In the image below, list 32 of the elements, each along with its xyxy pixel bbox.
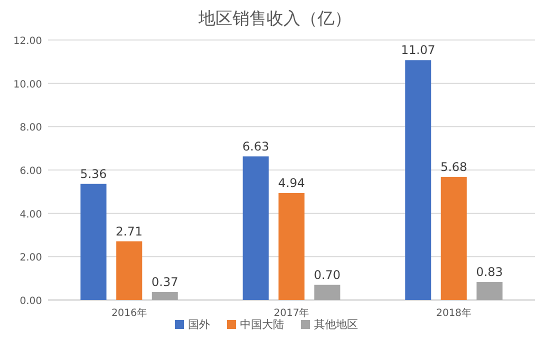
x-tick-label: 2017年 [274, 307, 310, 319]
bar [440, 176, 467, 300]
data-label: 0.83 [476, 265, 503, 280]
legend-label: 中国大陆 [240, 318, 284, 331]
bar [152, 292, 178, 300]
data-label: 5.36 [80, 166, 107, 181]
y-tick-label: 6.00 [20, 166, 42, 177]
data-label: 6.63 [242, 139, 270, 154]
bar [476, 282, 503, 300]
legend-label: 其他地区 [314, 318, 358, 331]
data-label: 11.07 [400, 43, 436, 58]
y-tick-label: 2.00 [20, 252, 42, 264]
bar [116, 241, 142, 300]
bar [405, 60, 432, 300]
bar [80, 184, 106, 300]
y-tick-label: 12.00 [13, 36, 42, 47]
legend-label: 国外 [188, 318, 210, 331]
data-label: 4.94 [278, 176, 305, 190]
x-tick-label: 2018年 [436, 307, 472, 319]
data-label: 0.37 [152, 274, 178, 289]
bar [314, 284, 340, 300]
y-tick-label: 4.00 [20, 209, 42, 220]
x-tick-label: 2016年 [111, 307, 147, 319]
y-tick-label: 8.00 [20, 122, 42, 134]
bar [278, 192, 304, 300]
data-label: 2.71 [116, 224, 143, 238]
chart-title: 地区销售收入（亿） [198, 9, 352, 29]
y-tick-label: 10.00 [13, 79, 42, 90]
y-tick-label: 0.00 [20, 296, 42, 307]
data-label: 5.68 [440, 160, 468, 174]
data-label: 0.70 [314, 268, 341, 282]
bar [242, 156, 269, 300]
